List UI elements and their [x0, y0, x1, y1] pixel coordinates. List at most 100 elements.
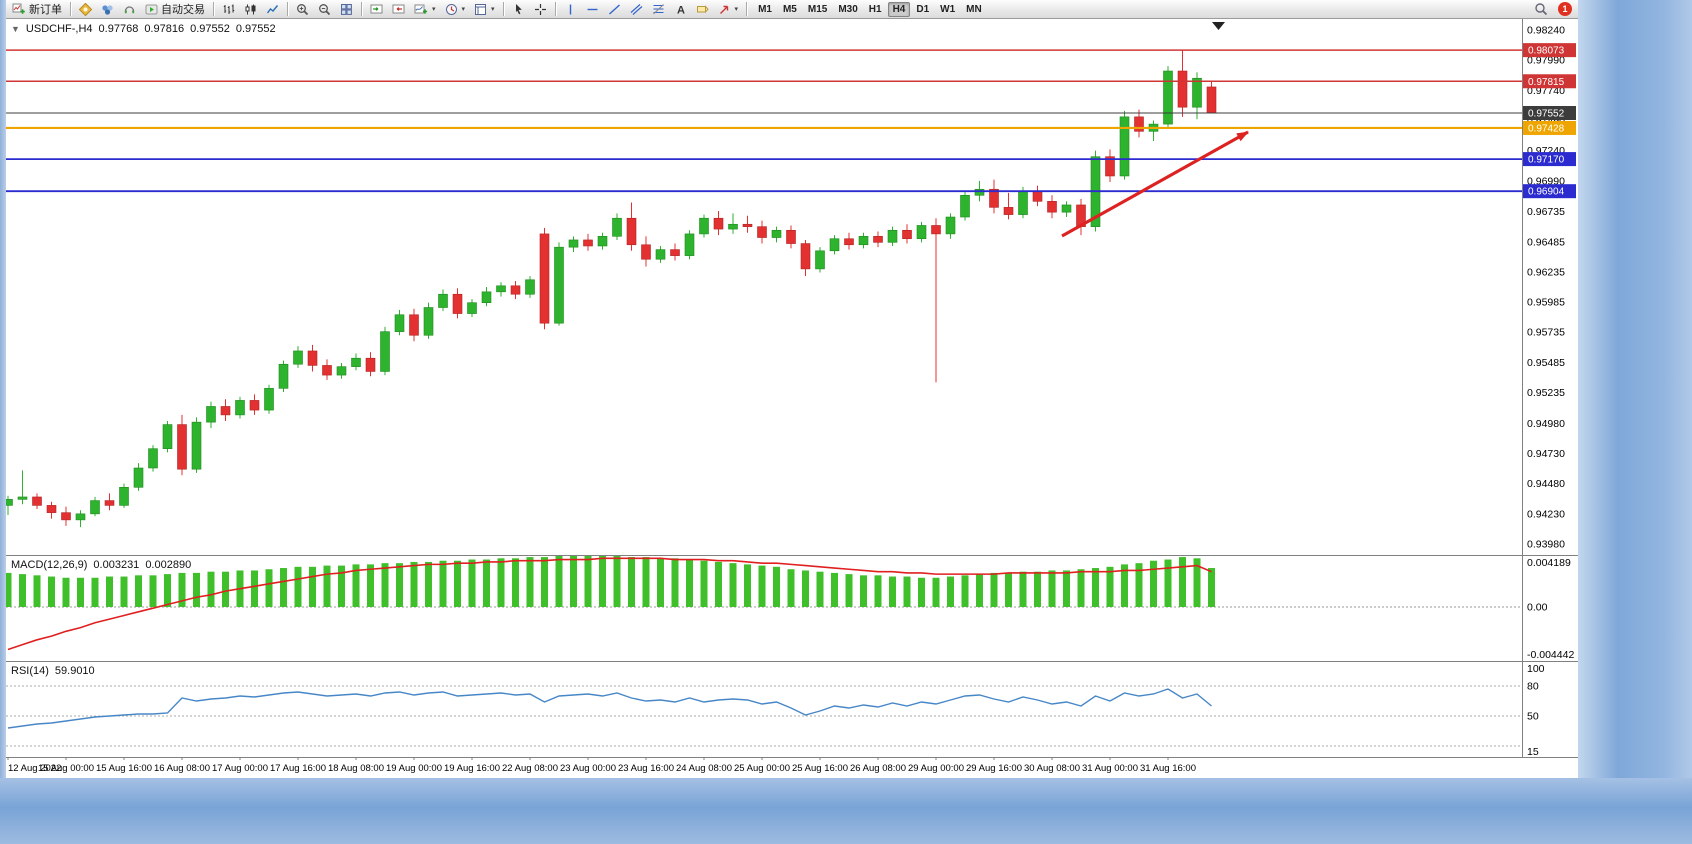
svg-text:25 Aug 16:00: 25 Aug 16:00: [792, 763, 848, 774]
timeframe-m5-button[interactable]: M5: [782, 3, 797, 15]
notification-badge[interactable]: 1: [1558, 2, 1572, 16]
svg-text:0.004189: 0.004189: [1527, 557, 1571, 569]
svg-text:0.93980: 0.93980: [1527, 539, 1565, 551]
svg-text:0.97815: 0.97815: [1528, 77, 1565, 88]
macd-signal-line: [7, 557, 1212, 651]
svg-text:15 Aug 16:00: 15 Aug 16:00: [96, 763, 152, 774]
window-frame-bottom: [0, 778, 1692, 844]
toolbar-separator: [70, 2, 71, 16]
rsi-name: RSI(14): [11, 665, 49, 677]
timeframe-m30-button[interactable]: M30: [838, 3, 858, 15]
window-frame-left: [0, 0, 6, 778]
timeframe-h1-button[interactable]: H1: [868, 3, 882, 15]
line-chart-button[interactable]: [262, 1, 283, 18]
vertical-line-tool-button[interactable]: [560, 1, 581, 18]
crosshair-button[interactable]: [530, 1, 551, 18]
svg-text:18 Aug 08:00: 18 Aug 08:00: [328, 763, 384, 774]
zoom-in-button[interactable]: [292, 1, 313, 18]
macd-indicator-label: MACD(12,26,9) 0.003231 0.002890: [11, 559, 191, 571]
bar-chart-button[interactable]: [218, 1, 239, 18]
toolbar-separator: [554, 2, 556, 16]
svg-text:23 Aug 16:00: 23 Aug 16:00: [618, 763, 674, 774]
svg-text:19 Aug 00:00: 19 Aug 00:00: [386, 763, 442, 774]
pivot-line-tag: [1523, 120, 1576, 135]
macd-main-value: 0.003231: [93, 559, 140, 571]
zoom-in-icon: [297, 3, 309, 15]
svg-text:16 Aug 08:00: 16 Aug 08:00: [154, 763, 210, 774]
support-line-1-tag: [1523, 152, 1576, 167]
svg-text:30 Aug 08:00: 30 Aug 08:00: [1024, 763, 1080, 774]
new-order-button[interactable]: 新订单: [8, 1, 66, 18]
chart-canvas[interactable]: 0.982400.979900.977400.974900.972400.969…: [3, 19, 1578, 777]
toolbar: 新订单 自动交易: [6, 0, 1578, 19]
rsi-pane[interactable]: [6, 662, 1522, 757]
symbol-period-label: USDCHF-,H4: [25, 23, 93, 35]
label-tool-button[interactable]: [692, 1, 713, 18]
tile-windows-button[interactable]: [336, 1, 357, 18]
arrow-tool-icon: [719, 5, 728, 14]
rsi-indicator-label: RSI(14) 59.9010: [11, 665, 95, 677]
svg-text:0.97552: 0.97552: [1528, 108, 1565, 119]
cursor-button[interactable]: [508, 1, 529, 18]
toolbar-right-group: 1: [1530, 1, 1576, 18]
svg-text:12 Aug 2022: 12 Aug 2022: [8, 763, 61, 774]
zoom-out-icon: [319, 3, 331, 15]
channel-icon: [630, 3, 642, 15]
channel-tool-button[interactable]: [626, 1, 647, 18]
autotrading-button[interactable]: 自动交易: [141, 1, 209, 18]
chart-shift-marker[interactable]: [1212, 22, 1225, 30]
timeframe-d1-button[interactable]: D1: [916, 3, 930, 15]
svg-text:31 Aug 00:00: 31 Aug 00:00: [1082, 763, 1138, 774]
svg-text:17 Aug 00:00: 17 Aug 00:00: [212, 763, 268, 774]
clock-icon: [445, 3, 457, 15]
svg-text:22 Aug 08:00: 22 Aug 08:00: [502, 763, 558, 774]
indicators-button[interactable]: ▾: [410, 1, 440, 18]
new-order-icon: [12, 3, 25, 14]
search-icon: [1535, 3, 1548, 16]
svg-text:0.97428: 0.97428: [1528, 123, 1565, 134]
svg-text:0.98240: 0.98240: [1527, 24, 1565, 36]
timeframe-group: M1 M5 M15 M30 H1 H4 D1 W1 MN: [753, 1, 987, 17]
metaeditor-button[interactable]: [75, 1, 96, 18]
trendline-tool-button[interactable]: [604, 1, 625, 18]
resistance-line-2-tag: [1523, 74, 1576, 89]
timeframe-m15-button[interactable]: M15: [807, 3, 828, 15]
candlestick-chart-button[interactable]: [240, 1, 261, 18]
svg-text:24 Aug 08:00: 24 Aug 08:00: [676, 763, 732, 774]
timeframe-h4-button[interactable]: H4: [887, 1, 911, 17]
svg-text:23 Aug 00:00: 23 Aug 00:00: [560, 763, 616, 774]
periods-button[interactable]: ▾: [441, 1, 470, 18]
text-tool-button[interactable]: A: [670, 1, 691, 18]
one-click-trading-toggle[interactable]: ▼: [11, 24, 20, 34]
trendline-icon: [608, 3, 620, 15]
text-icon: A: [677, 4, 685, 16]
toolbar-separator: [746, 2, 748, 16]
current-price-line-tag: [1523, 105, 1576, 120]
timeframe-w1-button[interactable]: W1: [940, 3, 956, 15]
svg-text:0.00: 0.00: [1527, 601, 1548, 613]
headset-icon: [124, 5, 135, 13]
svg-text:0.94230: 0.94230: [1527, 508, 1565, 520]
templates-button[interactable]: ▾: [470, 1, 499, 18]
trend-arrow-annotation[interactable]: [1061, 130, 1249, 238]
price-pane[interactable]: [6, 19, 1522, 555]
dropdown-caret: ▾: [432, 6, 436, 13]
macd-axis-labels: 0.004189 0.00 -0.004442: [1527, 557, 1574, 661]
timeframe-mn-button[interactable]: MN: [966, 3, 982, 15]
svg-text:0.96735: 0.96735: [1527, 206, 1565, 218]
auto-scroll-button[interactable]: [366, 1, 387, 18]
macd-pane[interactable]: [6, 556, 1522, 661]
svg-text:0.97170: 0.97170: [1528, 155, 1565, 166]
support-button[interactable]: [119, 1, 140, 18]
svg-text:29 Aug 16:00: 29 Aug 16:00: [966, 763, 1022, 774]
zoom-out-button[interactable]: [314, 1, 335, 18]
search-button[interactable]: [1530, 1, 1552, 18]
community-button[interactable]: [97, 1, 118, 18]
fibonacci-tool-button[interactable]: [648, 1, 669, 18]
horizontal-line-tool-button[interactable]: [582, 1, 603, 18]
svg-text:0.97990: 0.97990: [1527, 55, 1565, 67]
timeframe-m1-button[interactable]: M1: [758, 3, 772, 15]
arrows-tool-button[interactable]: ▾: [714, 1, 743, 18]
chart-shift-button[interactable]: [388, 1, 409, 18]
